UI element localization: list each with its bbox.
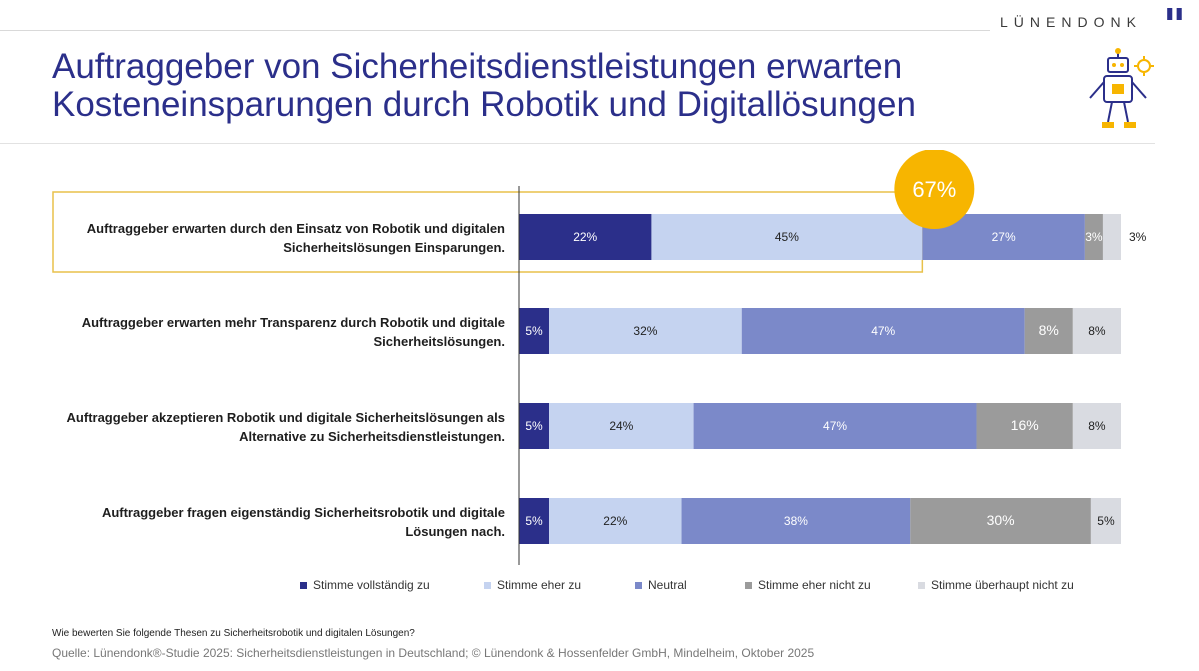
data-label: 47% — [871, 324, 895, 338]
bar-segment — [549, 403, 694, 449]
legend-label: Stimme eher zu — [497, 578, 582, 592]
highlight-circle — [894, 150, 975, 229]
legend-item: Stimme eher nicht zu — [745, 578, 871, 592]
bar-segment — [693, 403, 977, 449]
category-label: Lösungen nach. — [405, 524, 505, 539]
brand-name: LÜNENDONK — [1000, 14, 1142, 30]
data-label: 32% — [633, 324, 657, 338]
bar-segment — [519, 403, 550, 449]
data-label: 47% — [823, 419, 847, 433]
bar-segment — [519, 498, 550, 544]
data-label: 5% — [1097, 514, 1115, 528]
category-label: Sicherheitslösungen. — [374, 334, 505, 349]
stacked-bar-chart: Auftraggeber erwarten durch den Einsatz … — [52, 150, 1147, 565]
bar-segment — [1072, 403, 1121, 449]
top-divider — [0, 30, 990, 31]
bar-segment — [976, 403, 1073, 449]
category-label: Auftraggeber fragen eigenständig Sicherh… — [102, 505, 505, 520]
data-label: 3% — [1129, 230, 1147, 244]
title-line-1: Auftraggeber von Sicherheitsdienstleistu… — [52, 47, 903, 86]
bar-segment — [1024, 308, 1073, 354]
bar-segment — [519, 214, 652, 260]
legend-label: Stimme überhaupt nicht zu — [931, 578, 1074, 592]
bar-segment — [549, 308, 742, 354]
chart-legend: Stimme vollständig zu Stimme eher zu Neutr… — [300, 578, 1120, 596]
bar-segment — [1084, 214, 1103, 260]
data-label: 38% — [784, 514, 808, 528]
bar-segment — [910, 498, 1091, 544]
data-label: 30% — [987, 512, 1015, 528]
bar-segment — [519, 308, 550, 354]
bar-segment — [681, 498, 911, 544]
title-divider — [0, 143, 1155, 144]
category-label: Sicherheitslösungen Einsparungen. — [283, 240, 505, 255]
legend-swatch — [745, 581, 752, 589]
data-label: 3% — [1085, 230, 1103, 244]
data-label: 8% — [1039, 322, 1059, 338]
legend-item: Stimme eher zu — [484, 578, 581, 592]
data-label: 5% — [525, 514, 543, 528]
data-label: 24% — [609, 419, 633, 433]
category-label: Auftraggeber erwarten durch den Einsatz … — [87, 221, 505, 236]
bar-segment — [549, 498, 682, 544]
data-label: 22% — [573, 230, 597, 244]
legend-swatch — [635, 581, 642, 589]
legend-swatch — [300, 581, 307, 589]
bar-segment — [651, 214, 923, 260]
bar-segment — [741, 308, 1025, 354]
legend-swatch — [918, 581, 925, 589]
legend-item: Stimme vollständig zu — [300, 578, 430, 592]
category-label: Auftraggeber akzeptieren Robotik und dig… — [67, 410, 505, 425]
page-title: Auftraggeber von Sicherheitsdienstleistu… — [52, 48, 1052, 124]
category-label: Alternative zu Sicherheitsdienstleistung… — [239, 429, 505, 444]
category-label: Auftraggeber erwarten mehr Transparenz d… — [82, 315, 505, 330]
source-note: Quelle: Lünendonk®-Studie 2025: Sicherhe… — [52, 646, 815, 660]
data-label: 22% — [603, 514, 627, 528]
data-label: 8% — [1088, 324, 1106, 338]
highlight-label: 67% — [912, 177, 956, 202]
data-label: 16% — [1011, 417, 1039, 433]
legend-item: Neutral — [635, 578, 687, 592]
data-label: 5% — [525, 419, 543, 433]
data-label: 8% — [1088, 419, 1106, 433]
legend-label: Stimme vollständig zu — [313, 578, 430, 592]
survey-question: Wie bewerten Sie folgende Thesen zu Sich… — [52, 628, 415, 639]
legend-label: Stimme eher nicht zu — [758, 578, 871, 592]
data-label: 5% — [525, 324, 543, 338]
bar-segment — [1090, 498, 1121, 544]
legend-item: Stimme überhaupt nicht zu — [918, 578, 1074, 592]
robot-icon — [1089, 48, 1154, 128]
quote-mark-icon: " — [1163, 0, 1186, 51]
title-line-2: Kosteneinsparungen durch Robotik und Dig… — [52, 85, 916, 124]
legend-label: Neutral — [648, 578, 687, 592]
bar-segment — [1102, 214, 1121, 260]
bar-segment — [1072, 308, 1121, 354]
data-label: 45% — [775, 230, 799, 244]
legend-swatch — [484, 581, 491, 589]
data-label: 27% — [992, 230, 1016, 244]
